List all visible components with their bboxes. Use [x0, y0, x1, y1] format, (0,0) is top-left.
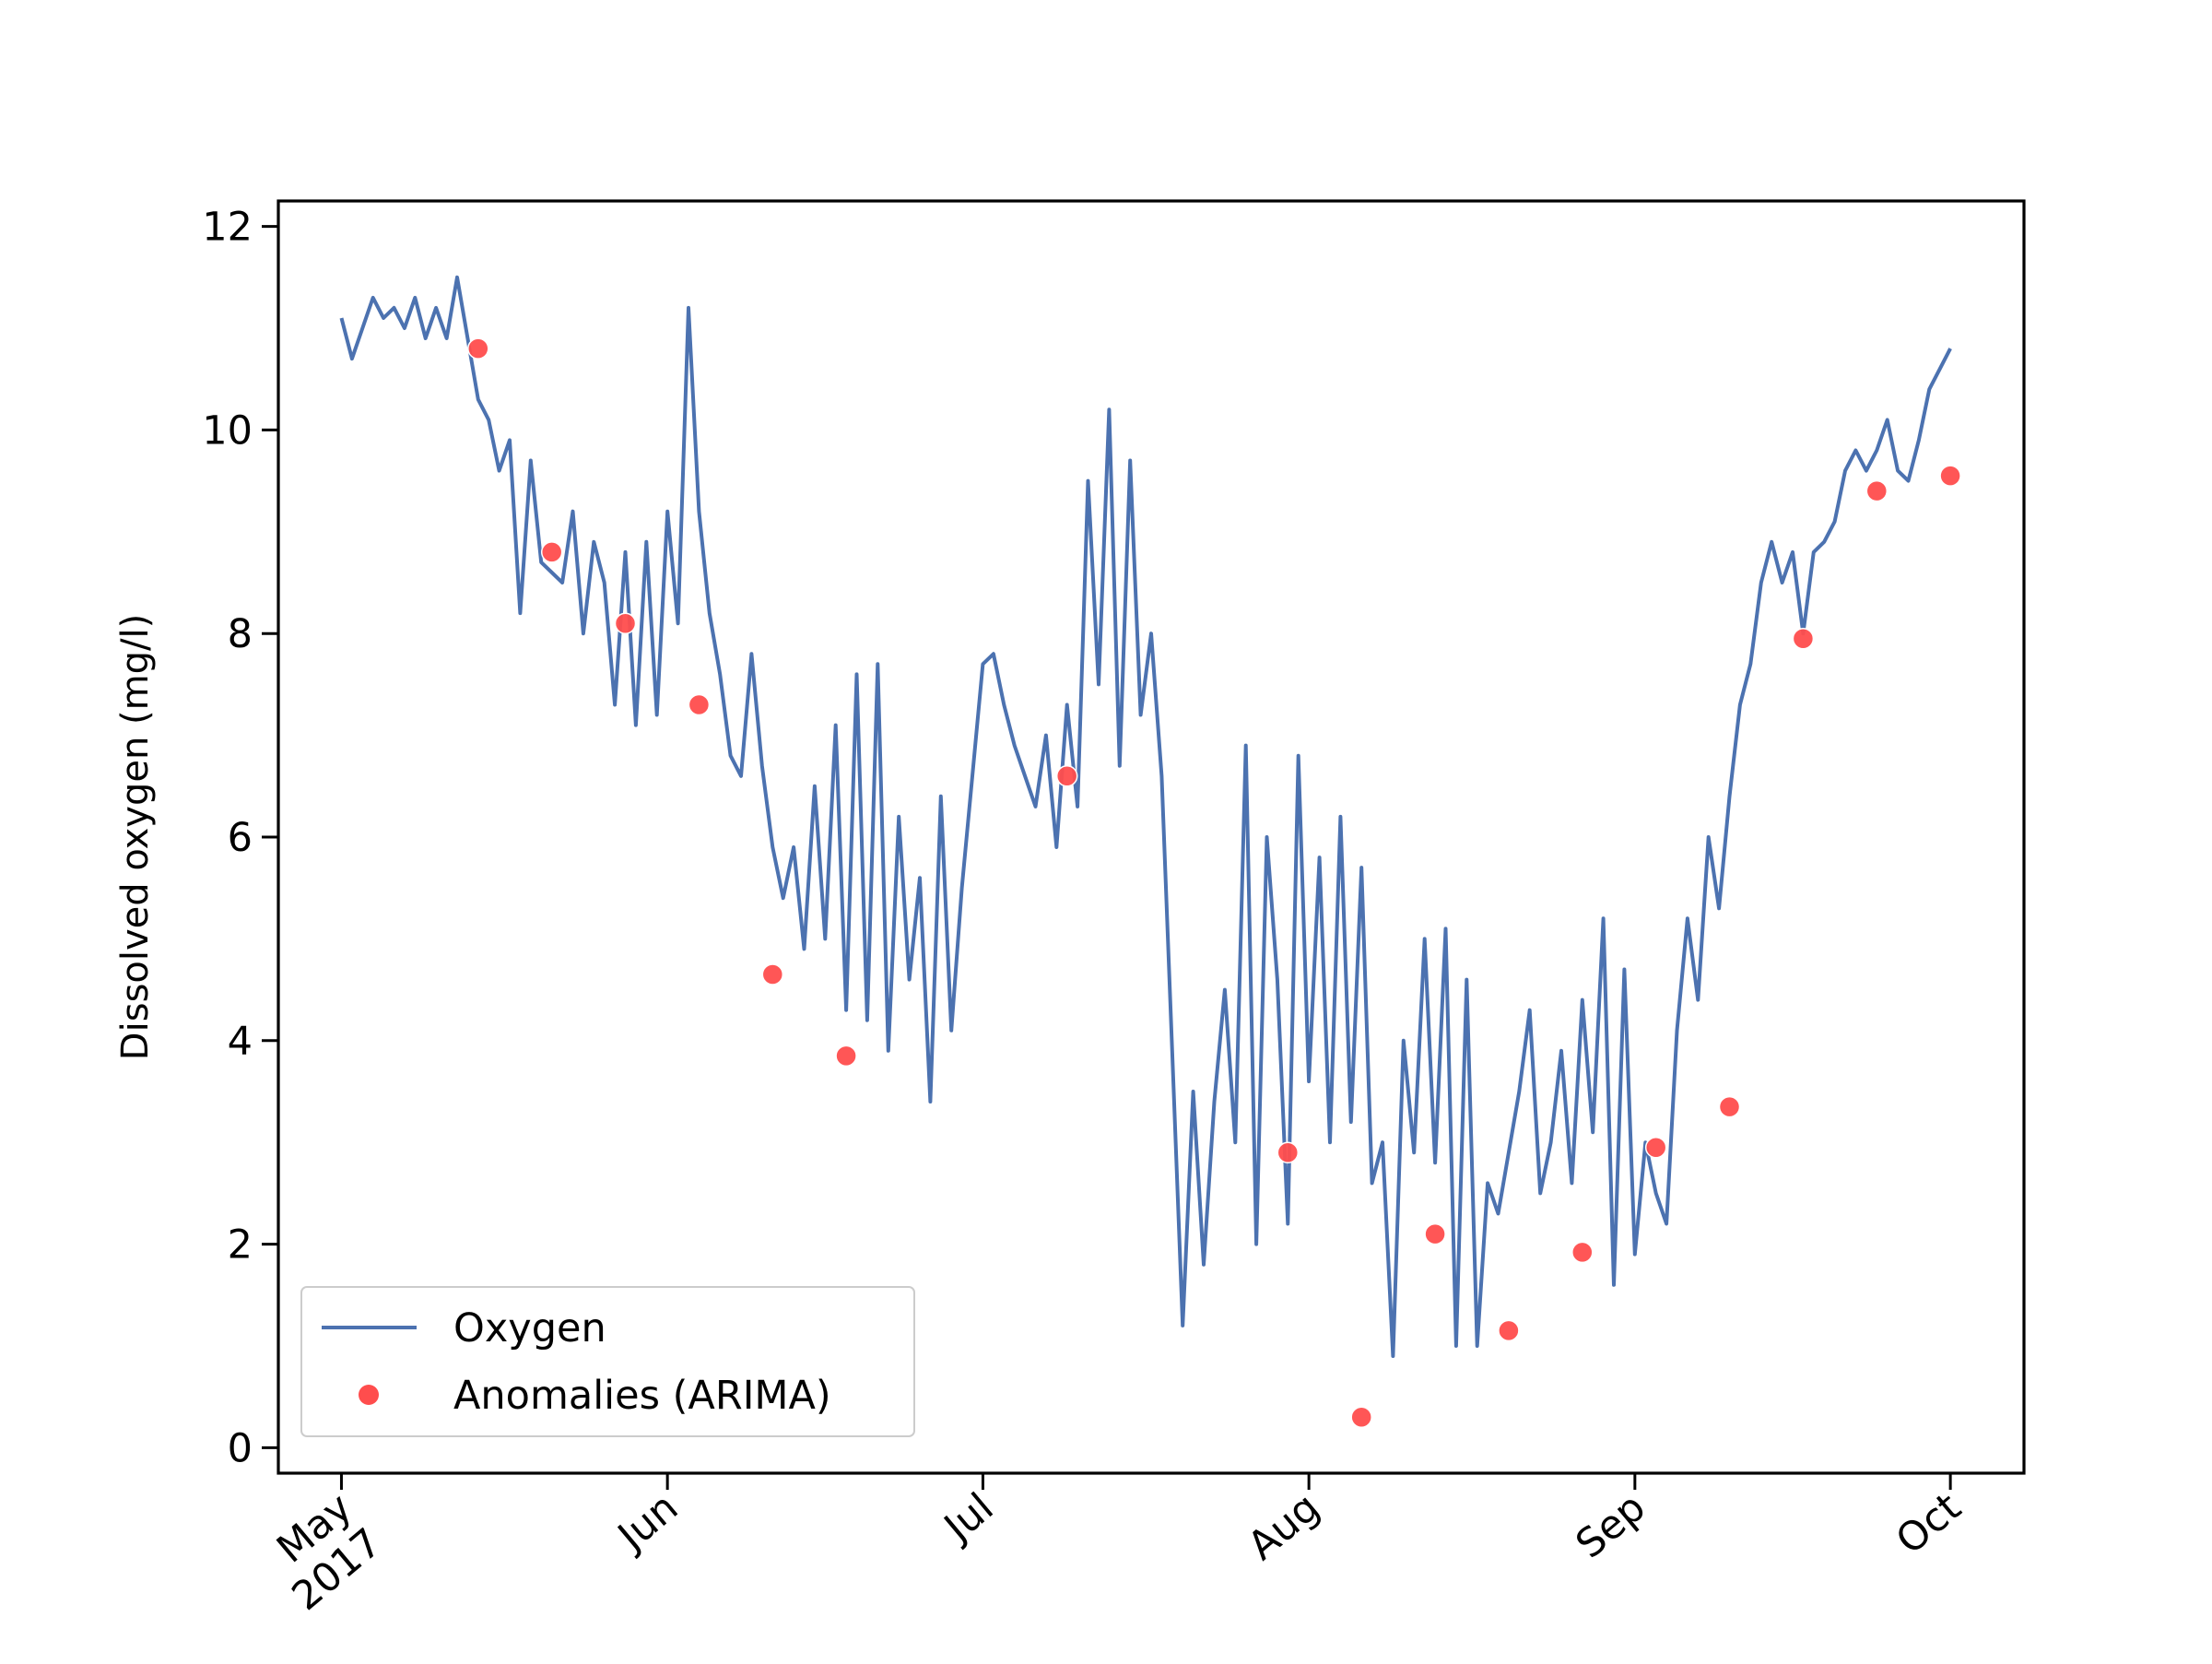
- anomaly-point: [1055, 765, 1078, 787]
- anomaly-point: [1792, 627, 1815, 650]
- y-axis-title: Dissolved oxygen (mg/l): [114, 614, 157, 1060]
- x-tick-label: Jun: [607, 1484, 687, 1561]
- plot-area: [339, 275, 1961, 1429]
- x-tick-label: May2017: [254, 1484, 391, 1620]
- anomaly-point: [467, 337, 489, 360]
- y-tick-label: 0: [228, 1425, 253, 1471]
- anomaly-point: [1718, 1095, 1741, 1118]
- x-axis: May2017 Jun Jul Aug Sep Oct: [254, 1473, 1970, 1620]
- anomaly-point: [1277, 1141, 1300, 1163]
- axes-frame: [276, 199, 2026, 1475]
- anomaly-point: [614, 612, 637, 634]
- legend: Oxygen Anomalies (ARIMA): [300, 1286, 915, 1437]
- anomaly-point: [1350, 1406, 1372, 1429]
- y-tick-label: 4: [228, 1019, 253, 1065]
- y-axis: 0 2 4 6 8 10 12: [202, 205, 278, 1471]
- legend-box: [300, 1286, 915, 1437]
- anomaly-point: [761, 963, 784, 985]
- x-tick-label: Oct: [1888, 1484, 1970, 1564]
- anomaly-point: [1571, 1241, 1594, 1264]
- anomaly-point: [1644, 1136, 1667, 1159]
- anomaly-point: [1424, 1222, 1446, 1245]
- anomaly-point: [1939, 465, 1961, 487]
- series-line-oxygen: [339, 275, 1952, 1358]
- legend-swatch-anomalies: [359, 1385, 379, 1405]
- anomaly-point: [688, 693, 711, 716]
- y-tick-label: 12: [202, 205, 253, 251]
- y-tick-label: 8: [228, 611, 253, 657]
- legend-label-anomalies: Anomalies (ARIMA): [453, 1373, 831, 1419]
- anomaly-point: [835, 1044, 857, 1068]
- legend-label-oxygen: Oxygen: [453, 1305, 606, 1351]
- y-tick-label: 6: [228, 815, 253, 861]
- anomaly-point: [1865, 479, 1888, 502]
- x-tick-label: Jul: [934, 1484, 1002, 1552]
- anomaly-point: [540, 541, 563, 563]
- anomaly-point: [1498, 1319, 1520, 1342]
- y-tick-label: 2: [228, 1222, 253, 1269]
- x-tick-label: Sep: [1568, 1484, 1654, 1567]
- x-tick-label: Aug: [1240, 1484, 1328, 1569]
- y-tick-label: 10: [202, 407, 253, 454]
